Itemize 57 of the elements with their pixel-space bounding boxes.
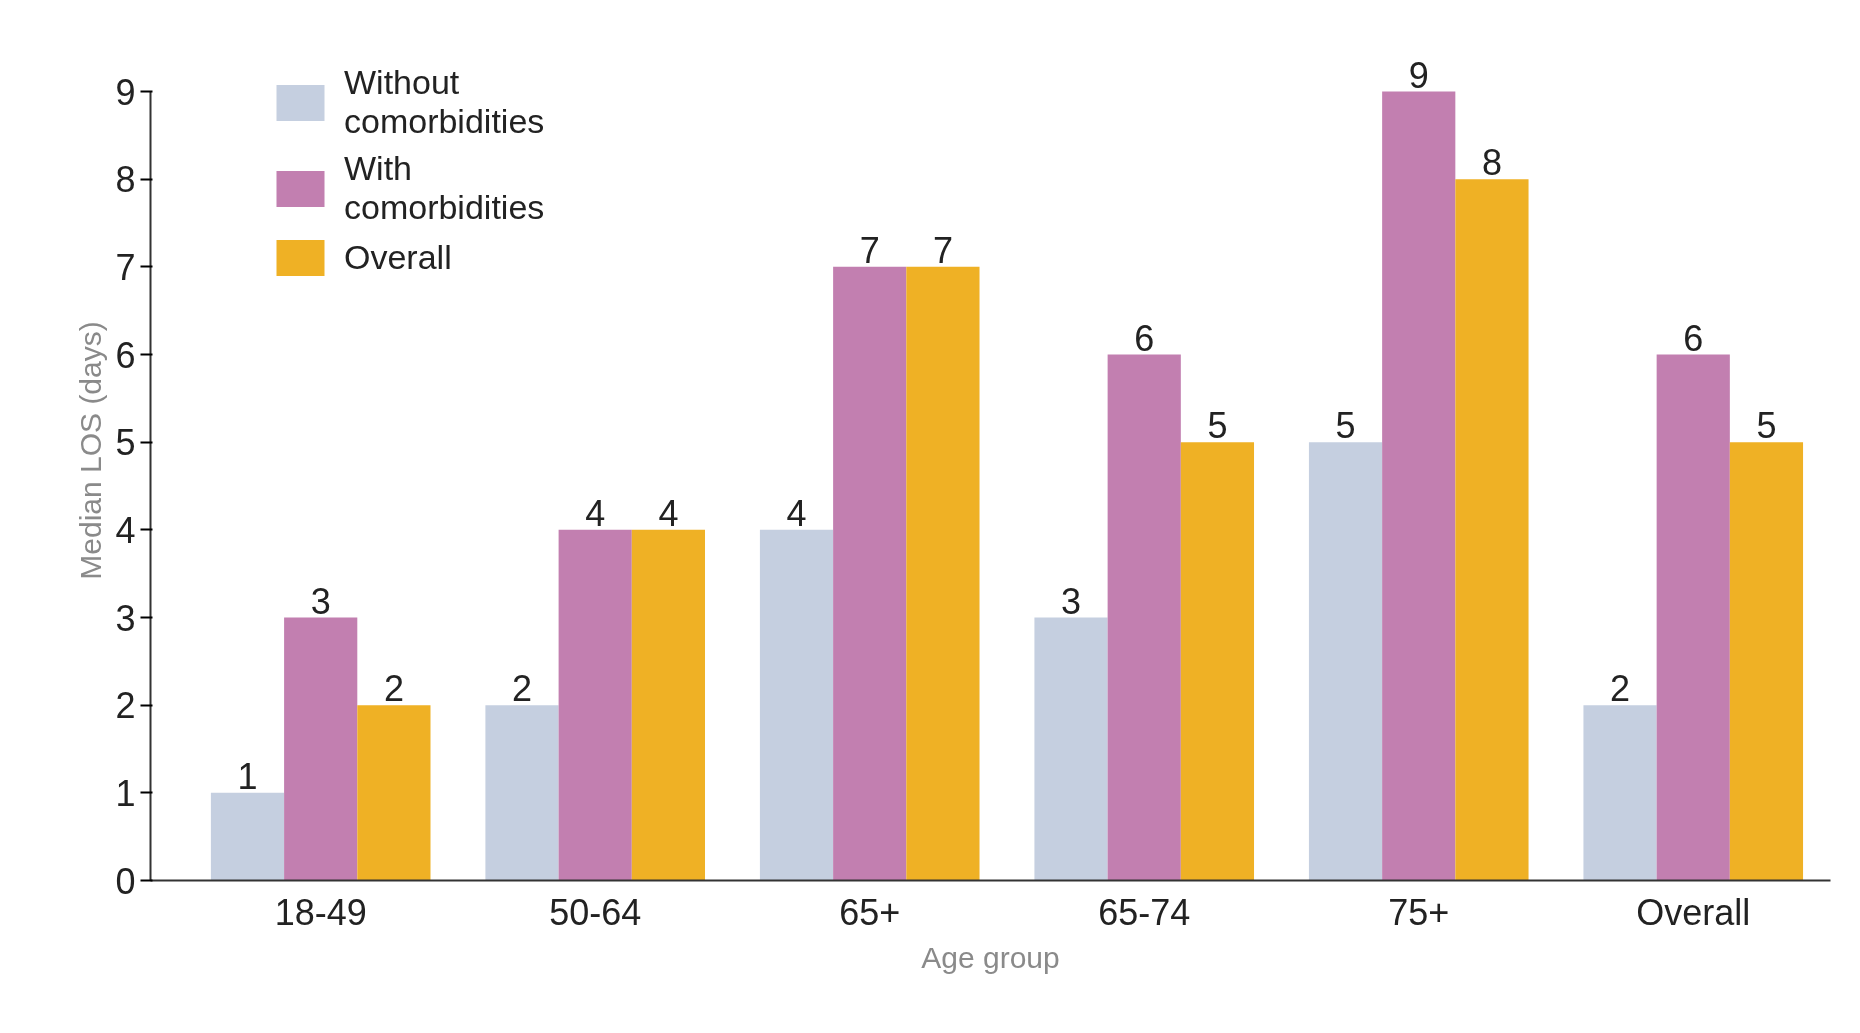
bar: [759, 529, 834, 881]
legend-label: With comorbidities: [344, 149, 545, 227]
data-label: 2: [1610, 668, 1631, 710]
data-label: 5: [1207, 405, 1228, 447]
bar: [1656, 354, 1730, 881]
bar: [1107, 354, 1181, 881]
data-label: 5: [1335, 405, 1356, 447]
data-label: 3: [1061, 580, 1082, 622]
y-tick-label: 5: [115, 422, 136, 464]
bar: [1382, 91, 1456, 881]
legend-label: Without comorbidities: [344, 63, 545, 141]
bar: [558, 529, 632, 881]
data-label: 7: [859, 229, 880, 271]
y-tick-label: 6: [115, 334, 136, 376]
y-tick-label: 4: [115, 509, 136, 551]
bar: [357, 705, 431, 881]
bar: [485, 705, 559, 881]
bar: [284, 617, 358, 881]
data-label: 3: [310, 580, 331, 622]
x-tick-label: 65-74: [1098, 891, 1191, 933]
data-label: 4: [658, 492, 679, 534]
bar: [1455, 179, 1529, 881]
x-axis-title: Age group: [921, 940, 1060, 974]
y-tick-label: 1: [115, 772, 136, 814]
bar: [1308, 442, 1383, 881]
data-label: 4: [585, 492, 606, 534]
data-label: 8: [1481, 142, 1502, 184]
bar: [210, 792, 285, 881]
bar: [1729, 442, 1804, 881]
bar: [1034, 617, 1108, 881]
data-label: 1: [237, 755, 258, 797]
y-tick-label: 9: [115, 71, 136, 113]
data-label: 6: [1683, 317, 1704, 359]
bar: [1180, 442, 1255, 881]
y-tick-label: 7: [115, 246, 136, 288]
bar: [906, 266, 980, 881]
y-tick-label: 3: [115, 597, 136, 639]
y-tick-label: 0: [115, 860, 136, 902]
bar: [631, 529, 706, 881]
x-tick-label: 65+: [839, 891, 901, 933]
x-tick-label: 75+: [1388, 891, 1450, 933]
data-label: 4: [786, 492, 807, 534]
x-tick-label: 18-49: [274, 891, 367, 933]
data-label: 2: [383, 668, 404, 710]
data-label: 5: [1756, 405, 1777, 447]
y-tick-label: 8: [115, 159, 136, 201]
data-label: 9: [1408, 54, 1429, 96]
y-tick-label: 2: [115, 685, 136, 727]
x-tick-label: Overall: [1636, 891, 1751, 933]
data-label: 6: [1134, 317, 1155, 359]
bar: [833, 266, 907, 881]
data-label: 7: [932, 229, 953, 271]
data-label: 2: [511, 668, 533, 710]
legend-label: Overall: [344, 238, 452, 277]
bar: [1583, 705, 1657, 881]
y-axis-title: Median LOS (days): [74, 321, 108, 580]
x-tick-label: 50-64: [549, 891, 642, 933]
